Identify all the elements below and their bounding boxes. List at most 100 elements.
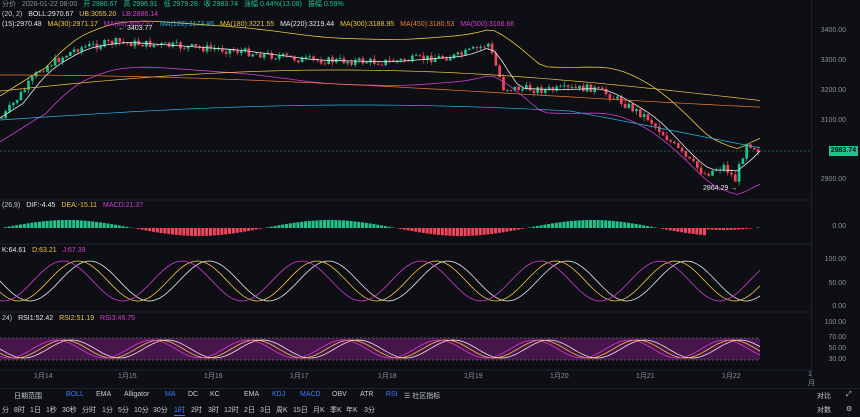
macd-bar <box>68 220 72 228</box>
macd-bar <box>281 224 285 228</box>
indicator-ema[interactable]: EMA <box>96 391 112 398</box>
timeframe-option[interactable]: 2日 <box>244 407 255 414</box>
macd-bar <box>611 220 615 228</box>
macd-bar <box>478 228 482 236</box>
candle-body <box>494 53 498 66</box>
macd-bar <box>167 228 171 235</box>
candle-body <box>426 55 429 61</box>
macd-bar <box>174 228 178 235</box>
macd-bar <box>505 228 509 232</box>
indicator-kdj[interactable]: KDJ <box>272 391 286 398</box>
price-axis[interactable]: 3400.00 3300.00 3200.00 3100.00 2900.00 … <box>811 0 860 378</box>
timeframe-option[interactable]: 30秒 <box>62 407 77 414</box>
change-value: 涨幅 0.44%(13.08) <box>244 1 302 8</box>
timeframe-option[interactable]: 10分 <box>134 407 149 414</box>
candle-body <box>182 48 186 50</box>
timeframe-option[interactable]: 3日 <box>260 407 271 414</box>
ma220-value: MA(220):3219.44 <box>280 21 335 28</box>
macd-bar <box>577 220 581 228</box>
macd-bar <box>60 220 64 228</box>
macd-bar <box>380 225 384 228</box>
log-scale-button[interactable]: 对数 <box>817 407 831 414</box>
macd-bar <box>95 221 99 228</box>
candle-body <box>540 87 543 93</box>
timeframe-option[interactable]: 1分 <box>102 407 113 414</box>
candle-body <box>635 109 638 112</box>
indicator-boll[interactable]: BOLL <box>66 391 84 398</box>
candle-body <box>756 149 760 153</box>
settings-icon[interactable]: ⚙ <box>846 406 853 413</box>
timeframe-option[interactable]: 30分 <box>153 407 168 414</box>
kline-chart[interactable] <box>0 0 860 388</box>
timeframe-option[interactable]: 分 <box>2 407 9 414</box>
date-tick: 1月17 <box>290 373 309 380</box>
candle-body <box>703 173 707 175</box>
macd-bar <box>425 228 429 234</box>
indicator-dc[interactable]: DC <box>188 391 199 398</box>
timeframe-option-active[interactable]: 1时 <box>174 407 185 416</box>
macd-bar <box>653 227 657 228</box>
timeframe-option[interactable]: 3时 <box>208 407 219 414</box>
timeframe-option[interactable]: 1日 <box>30 407 41 414</box>
candle-body <box>464 49 467 55</box>
candle-body <box>661 132 665 136</box>
candle-body <box>555 86 559 91</box>
rsi2-value: RSI2:51.19 <box>59 315 95 322</box>
macd-bar <box>3 227 7 228</box>
timeframe-option[interactable]: 分时 <box>82 407 96 414</box>
candle-body <box>84 46 87 48</box>
candle-body <box>49 65 53 67</box>
timeframe-option[interactable]: 8时 <box>14 407 25 414</box>
indicator-alligator[interactable]: Alligator <box>124 391 150 398</box>
macd-bar <box>710 228 714 230</box>
indicator-ma[interactable]: MA <box>165 391 176 398</box>
indicator-kc[interactable]: KC <box>210 391 220 398</box>
macd-bar <box>342 220 346 228</box>
macd-bar <box>497 228 501 233</box>
candle-body <box>559 86 562 88</box>
timeframe-option[interactable]: 季K <box>330 407 342 414</box>
date-range-button[interactable]: 日期范围 <box>14 393 42 400</box>
expand-icon[interactable]: ⤢ <box>846 391 852 398</box>
candle-body <box>597 87 600 89</box>
indicator-ema-sub[interactable]: EMA <box>244 391 260 398</box>
indicator-toolbar: 日期范围 BOLL EMA Alligator MA DC KC EMA KDJ… <box>0 388 860 402</box>
community-indicators-button[interactable]: ☰ 社区指标 <box>404 391 440 401</box>
macd-bar <box>581 220 585 228</box>
candle-body <box>714 170 718 172</box>
macd-bar <box>224 228 228 235</box>
kdj-line <box>0 260 761 302</box>
candle-body <box>460 52 464 55</box>
timeframe-option[interactable]: 12时 <box>224 407 239 414</box>
macd-bar <box>733 228 737 230</box>
timeframe-option[interactable]: 年K <box>346 407 358 414</box>
timeframe-option[interactable]: 2时 <box>191 407 202 414</box>
candle-body <box>532 90 536 93</box>
candle-body <box>239 51 243 54</box>
rsi-prefix: 24) <box>2 315 13 322</box>
timeframe-option[interactable]: 1秒 <box>46 407 57 414</box>
price-tick: 3300.00 <box>820 57 846 64</box>
indicator-macd[interactable]: MACD <box>300 391 321 398</box>
candle-body <box>745 144 749 159</box>
low-annotation: 2864.29 → <box>703 185 738 192</box>
rsi3-value: RSI3:46.75 <box>100 315 136 322</box>
indicator-rsi[interactable]: RSI <box>386 391 398 398</box>
timeframe-option[interactable]: 周K <box>276 407 288 414</box>
timeframe-option[interactable]: 5分 <box>118 407 129 414</box>
compare-button[interactable]: 对比 <box>817 393 831 400</box>
timeframe-option[interactable]: 3分 <box>364 407 375 414</box>
low-value: 低 2979.28 <box>163 1 198 8</box>
macd-bar <box>665 228 669 230</box>
indicator-obv[interactable]: OBV <box>332 391 347 398</box>
candle-body <box>692 158 695 162</box>
candle-body <box>422 55 426 61</box>
macd-bar <box>45 220 49 228</box>
boll-lower-line <box>0 66 761 195</box>
indicator-atr[interactable]: ATR <box>360 391 374 398</box>
macd-bar <box>649 226 653 228</box>
timeframe-option[interactable]: 15日 <box>293 407 308 414</box>
macd-bar <box>383 226 387 228</box>
timeframe-option[interactable]: 月K <box>313 407 325 414</box>
candle-body <box>277 55 281 59</box>
